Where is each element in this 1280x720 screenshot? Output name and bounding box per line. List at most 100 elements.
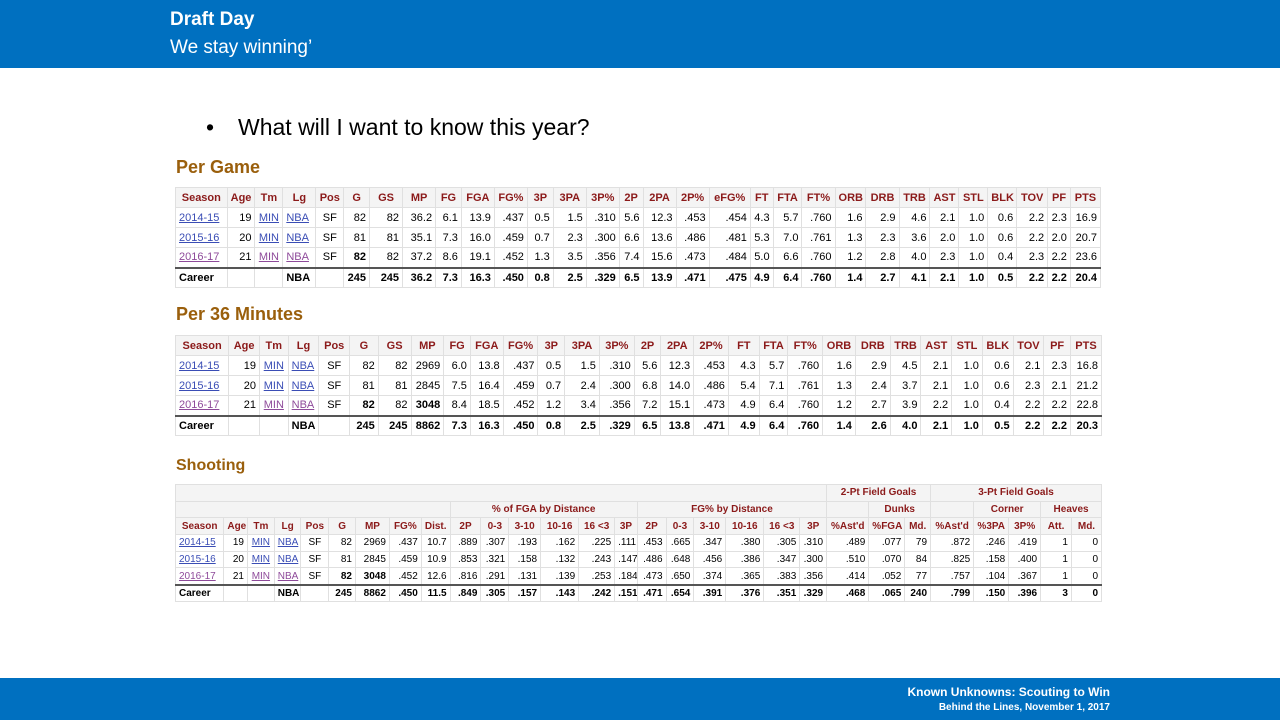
column-header: Age bbox=[228, 335, 260, 356]
table-cell: 1.0 bbox=[951, 395, 983, 416]
table-cell: 2.3 bbox=[865, 227, 900, 248]
table-cell: 1.0 bbox=[951, 375, 983, 396]
slide-subtitle: We stay winning’ bbox=[170, 37, 313, 58]
table-cell: 19.1 bbox=[460, 247, 495, 268]
season-link[interactable]: 2015-16 bbox=[179, 379, 220, 392]
table-cell: MIN bbox=[258, 395, 289, 416]
league-link[interactable]: NBA bbox=[277, 570, 299, 582]
league-link[interactable]: NBA bbox=[286, 251, 309, 264]
column-header: 16 <3 bbox=[763, 517, 801, 536]
league-link[interactable]: NBA bbox=[277, 554, 299, 566]
season-link[interactable]: 2014-15 bbox=[179, 359, 220, 372]
table-cell: 2.2 bbox=[1012, 395, 1045, 416]
table-cell: 1.4 bbox=[822, 414, 856, 436]
table-cell: 0.4 bbox=[987, 247, 1018, 268]
bullet-icon: • bbox=[206, 114, 215, 140]
team-link[interactable]: MIN bbox=[263, 399, 284, 412]
league-link[interactable]: NBA bbox=[291, 359, 315, 372]
table-cell: 2.9 bbox=[854, 355, 891, 376]
table-cell: .889 bbox=[449, 534, 482, 552]
table-cell: 2.6 bbox=[854, 414, 891, 436]
league-link[interactable]: NBA bbox=[286, 231, 309, 244]
team-link[interactable]: MIN bbox=[258, 251, 279, 264]
table-cell: 5.0 bbox=[749, 247, 774, 268]
table-cell: 245 bbox=[377, 414, 412, 436]
table-cell: 2.9 bbox=[865, 207, 900, 228]
table-cell: 82 bbox=[349, 355, 379, 376]
table-cell: 1.0 bbox=[958, 227, 989, 248]
table-cell: MIN bbox=[247, 534, 275, 552]
table-cell: 16.8 bbox=[1069, 355, 1103, 376]
table-cell: .481 bbox=[708, 227, 751, 248]
three-pt-fg-header: 3-Pt Field Goals bbox=[930, 484, 1102, 502]
table-cell bbox=[318, 414, 351, 436]
table-cell: 21.2 bbox=[1069, 375, 1103, 396]
career-row: Career NBA 245 245 8862 7.3 16.3.450 0.8 2.5.329… bbox=[174, 414, 1103, 436]
two-pt-fg-header: 2-Pt Field Goals bbox=[826, 484, 932, 502]
season-link[interactable]: 2016-17 bbox=[179, 570, 216, 582]
table-cell: 82 bbox=[349, 395, 379, 416]
table-cell: .310 bbox=[585, 207, 620, 228]
season-link[interactable]: 2015-16 bbox=[179, 231, 220, 244]
table-cell: 6.5 bbox=[633, 414, 662, 436]
season-link[interactable]: 2015-16 bbox=[179, 554, 216, 566]
column-header: Md. bbox=[1070, 517, 1103, 536]
table-cell: .321 bbox=[480, 550, 510, 569]
league-link[interactable]: NBA bbox=[277, 537, 299, 549]
table-cell: .374 bbox=[693, 567, 727, 586]
table-cell: 0.5 bbox=[987, 266, 1018, 288]
column-header: Age bbox=[226, 187, 256, 208]
column-header: 2P bbox=[636, 517, 667, 536]
season-link[interactable]: 2014-15 bbox=[179, 211, 220, 224]
empty-header bbox=[826, 500, 870, 519]
table-cell: 20 bbox=[226, 227, 256, 248]
league-link[interactable]: NBA bbox=[291, 399, 315, 412]
season-link[interactable]: 2016-17 bbox=[179, 251, 220, 264]
table-cell: SF bbox=[300, 550, 330, 569]
column-header: Age bbox=[223, 517, 248, 536]
league-link[interactable]: NBA bbox=[286, 211, 309, 224]
super-header-row: 2-Pt Field Goals 3-Pt Field Goals bbox=[174, 484, 1102, 502]
table-cell: 82 bbox=[369, 247, 404, 268]
team-link[interactable]: MIN bbox=[258, 211, 279, 224]
table-cell: SF bbox=[315, 247, 345, 268]
column-header: 3PA bbox=[552, 187, 587, 208]
table-cell: .104 bbox=[973, 567, 1010, 586]
team-link[interactable]: MIN bbox=[251, 554, 271, 566]
table-cell: 3.7 bbox=[889, 375, 922, 396]
team-link[interactable]: MIN bbox=[263, 359, 284, 372]
table-cell: 2.1 bbox=[929, 207, 960, 228]
team-link[interactable]: MIN bbox=[263, 379, 284, 392]
team-link[interactable]: MIN bbox=[251, 570, 271, 582]
table-cell: 14.0 bbox=[660, 375, 695, 396]
table-cell: .489 bbox=[826, 534, 870, 552]
table-cell: 6.5 bbox=[618, 266, 644, 288]
table-cell: .452 bbox=[388, 567, 422, 586]
table-cell: 2.0 bbox=[929, 227, 960, 248]
table-cell: .419 bbox=[1008, 534, 1042, 552]
league-link[interactable]: NBA bbox=[291, 379, 315, 392]
team-link[interactable]: MIN bbox=[258, 231, 279, 244]
table-cell: NBA bbox=[287, 355, 320, 376]
table-cell: .365 bbox=[725, 567, 765, 586]
table-cell: .396 bbox=[1008, 583, 1042, 602]
team-link[interactable]: MIN bbox=[251, 537, 271, 549]
table-cell: .077 bbox=[868, 534, 906, 552]
column-header: MP bbox=[402, 187, 437, 208]
table-cell: 1 bbox=[1040, 550, 1072, 569]
table-cell: .151 bbox=[614, 583, 638, 602]
table-cell: 2.2 bbox=[1016, 266, 1049, 288]
table-cell: .351 bbox=[763, 583, 801, 602]
season-link[interactable]: 2016-17 bbox=[179, 399, 220, 412]
table-cell: 82 bbox=[377, 355, 412, 376]
table-cell: .158 bbox=[973, 550, 1010, 569]
table-cell: .414 bbox=[826, 567, 870, 586]
table-cell: SF bbox=[318, 355, 351, 376]
season-link[interactable]: 2014-15 bbox=[179, 537, 216, 549]
table-cell: 3.9 bbox=[889, 395, 922, 416]
table-cell: .459 bbox=[388, 550, 422, 569]
table-cell: 77 bbox=[904, 567, 932, 586]
slide-title: Draft Day bbox=[170, 9, 255, 30]
table-cell: NBA bbox=[273, 550, 302, 569]
table-cell: 3 bbox=[1040, 583, 1072, 602]
